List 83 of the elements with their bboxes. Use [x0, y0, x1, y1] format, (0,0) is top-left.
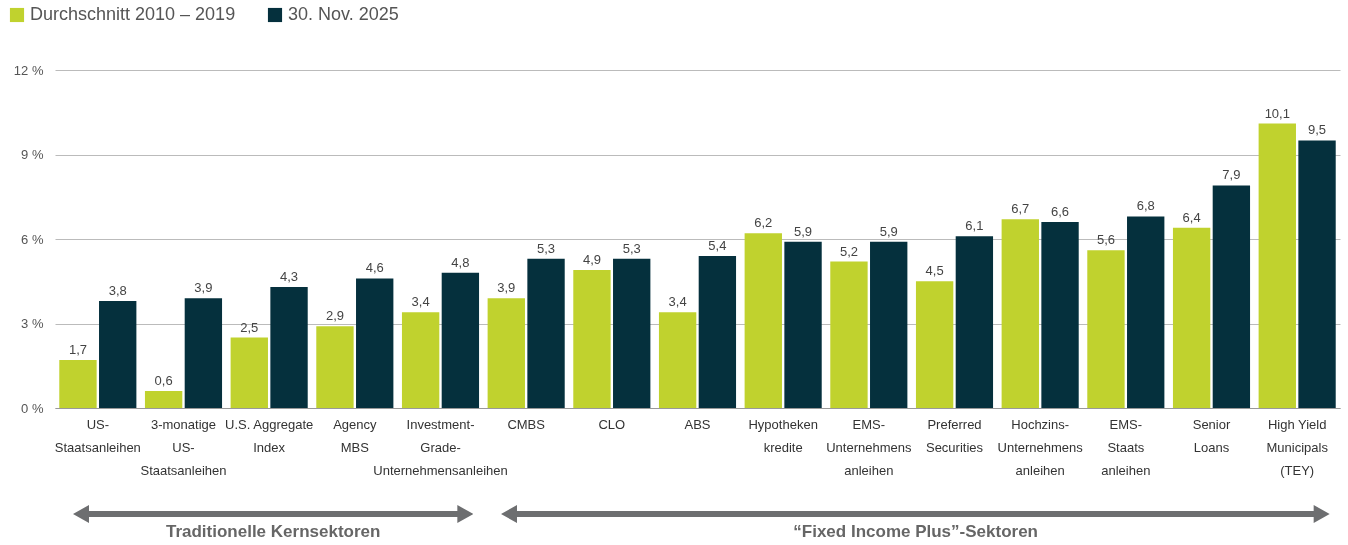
- data-label: 5,6: [1096, 232, 1115, 248]
- data-label: 4,9: [582, 251, 601, 267]
- data-label: 7,9: [1222, 167, 1241, 183]
- bar: [573, 269, 611, 408]
- bar: [401, 312, 440, 408]
- data-label: 5,4: [708, 237, 727, 253]
- bar: [1127, 216, 1165, 408]
- data-label: 3,8: [108, 282, 127, 298]
- bar: [184, 298, 223, 408]
- bar: [144, 391, 183, 408]
- bar: [316, 326, 354, 408]
- bar: [230, 337, 268, 408]
- y-tick-label: 3 %: [21, 316, 44, 331]
- legend-label: 30. Nov. 2025: [288, 4, 399, 24]
- x-tick-label: High Yield Municipals (TEY): [1266, 416, 1329, 478]
- bar: [915, 281, 954, 408]
- bar: [59, 360, 97, 408]
- data-label: 6,7: [1011, 201, 1030, 217]
- data-label: 0,6: [154, 373, 173, 389]
- data-label: 6,2: [754, 215, 773, 231]
- y-tick-label: 6 %: [21, 231, 44, 247]
- data-label: 1,7: [68, 342, 87, 358]
- data-label: 5,2: [839, 243, 858, 259]
- legend-label: Durchschnitt 2010 – 2019: [30, 4, 236, 24]
- x-tick-label: Hochzins- Unternehmens anleihen: [997, 416, 1084, 478]
- bar: [613, 258, 651, 408]
- bar: [270, 286, 308, 408]
- x-tick-label: US- Staatsanleihen: [54, 416, 141, 455]
- data-label: 4,8: [451, 254, 470, 270]
- y-tick-label: 9 %: [21, 147, 44, 162]
- data-label: 3,4: [668, 294, 687, 310]
- data-label: 3,9: [194, 280, 213, 296]
- data-label: 6,1: [965, 218, 984, 234]
- bar: [441, 272, 480, 408]
- bar: [658, 312, 697, 408]
- x-tick-label: U.S. Aggregate Index: [225, 416, 314, 455]
- bar: [1041, 222, 1079, 408]
- data-label: 4,3: [280, 268, 299, 284]
- data-label: 4,5: [925, 263, 944, 279]
- bar: [1258, 123, 1296, 408]
- data-label: 3,9: [497, 280, 516, 296]
- data-label: 5,9: [879, 223, 898, 239]
- bar: [356, 278, 394, 408]
- data-label: 2,5: [240, 319, 259, 335]
- data-label: 6,6: [1051, 204, 1070, 220]
- bar: [784, 241, 822, 408]
- bar: [1087, 250, 1125, 408]
- bar: [527, 258, 565, 408]
- x-tick-label: EMS- Unternehmens anleihen: [826, 416, 912, 478]
- data-label: 6,4: [1182, 209, 1201, 225]
- text: “Fixed Income Plus”-Sektoren: [793, 522, 1038, 542]
- data-label: 5,3: [622, 240, 641, 256]
- x-tick-label: EMS- Staats anleihen: [1101, 416, 1151, 478]
- x-tick-label: 3-monatige US- Staatsanleihen: [140, 416, 227, 478]
- bar: [870, 241, 908, 408]
- x-tick-label: Senior Loans: [1192, 416, 1231, 455]
- data-label: 5,9: [794, 223, 813, 239]
- x-tick-label: CMBS: [507, 416, 546, 432]
- bar: [698, 255, 737, 408]
- bar: [955, 236, 994, 408]
- y-tick-label: 12 %: [13, 62, 44, 78]
- x-tick-label: CLO: [598, 416, 626, 432]
- bar: [1298, 140, 1336, 408]
- data-label: 9,5: [1308, 122, 1327, 138]
- data-label: 4,6: [365, 260, 384, 276]
- bar: [1212, 185, 1251, 408]
- text: Traditionelle Kernsektoren: [165, 522, 381, 542]
- bar: [99, 300, 137, 408]
- data-label: 5,3: [537, 240, 556, 256]
- data-label: 2,9: [325, 308, 344, 324]
- bar: [487, 298, 525, 408]
- bar: [744, 233, 782, 408]
- x-tick-label: ABS: [684, 416, 711, 432]
- bar: [1172, 227, 1211, 408]
- bar: [830, 261, 868, 408]
- bar: [1001, 219, 1039, 408]
- y-tick-label: 0 %: [21, 400, 44, 416]
- x-tick-label: Preferred Securities: [925, 416, 984, 455]
- x-tick-label: Agency MBS: [333, 416, 378, 455]
- x-tick-label: Hypotheken kredite: [748, 416, 818, 455]
- data-label: 3,4: [411, 294, 430, 310]
- data-label: 6,8: [1136, 198, 1155, 214]
- data-label: 10,1: [1264, 105, 1290, 121]
